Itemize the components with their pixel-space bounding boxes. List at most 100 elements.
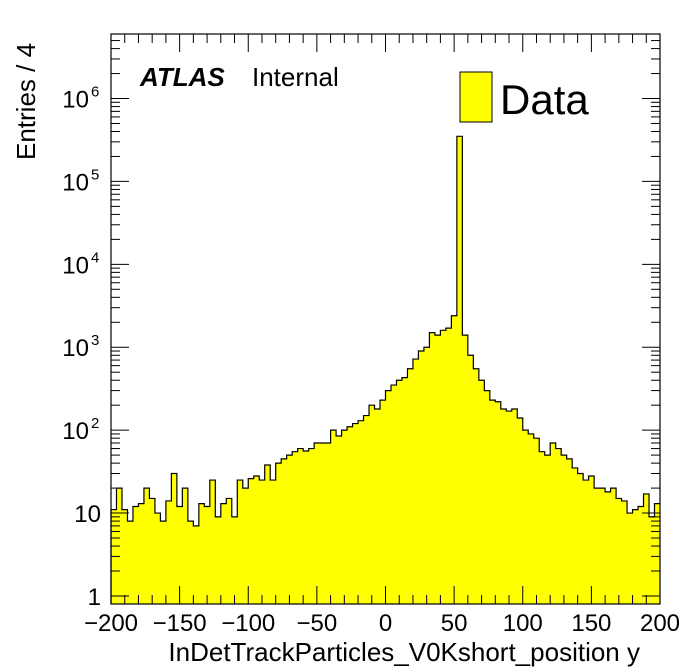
histogram-bin: [182, 488, 189, 604]
x-tick-label: 200: [640, 610, 680, 637]
histogram-bin: [121, 509, 128, 604]
histogram-bin: [517, 418, 524, 604]
histogram-bin: [500, 408, 507, 604]
histogram-bin: [248, 478, 255, 604]
histogram-bin: [407, 368, 414, 604]
y-tick-exponent: 5: [91, 166, 99, 183]
histogram-bin: [347, 426, 353, 604]
y-tick-label: 10: [74, 501, 101, 528]
histogram-bin: [171, 473, 178, 604]
x-tick-label: 150: [571, 610, 611, 637]
histogram-bin: [467, 355, 474, 604]
histogram-bin: [154, 513, 161, 604]
histogram-bin: [390, 385, 397, 604]
histogram-bin: [187, 521, 194, 604]
histogram-bin: [561, 455, 568, 604]
histogram-bin: [649, 516, 655, 604]
histogram-bin: [610, 488, 617, 604]
histogram-bin: [270, 480, 277, 604]
histogram-bin: [336, 436, 342, 604]
histogram-bin: [605, 491, 611, 604]
histogram-bin: [292, 451, 299, 604]
histogram-bin: [314, 442, 321, 604]
histogram-bin: [511, 408, 518, 604]
x-axis-ticks: −200 −150 −100 −50 0 50 100 150 200: [84, 34, 680, 637]
y-tick-label: 10: [62, 335, 89, 362]
histogram-bin: [555, 448, 562, 604]
histogram-bin: [193, 525, 200, 604]
histogram-bin: [165, 500, 172, 604]
status-label: Internal: [252, 62, 339, 92]
histogram-bin: [484, 390, 491, 604]
y-tick-label: 10: [62, 87, 89, 114]
histogram-bin: [616, 498, 622, 604]
histogram-bin: [456, 136, 463, 605]
histogram-bin: [160, 521, 167, 604]
histogram-bin: [259, 480, 266, 604]
histogram-bin: [352, 423, 359, 604]
histogram-bin: [127, 521, 134, 604]
histogram-bin: [231, 516, 238, 604]
histogram-bin: [396, 380, 403, 604]
histogram-bin: [572, 467, 579, 604]
histogram-bin: [303, 451, 310, 604]
histogram-bin: [281, 458, 288, 604]
histogram-bin: [643, 493, 650, 604]
y-tick-label: 1: [88, 584, 101, 611]
histogram-bin: [132, 506, 139, 604]
histogram-bin: [264, 464, 271, 604]
histogram-bin: [215, 516, 222, 604]
histogram-bin: [253, 475, 260, 604]
x-tick-label: −150: [153, 610, 207, 637]
histogram-bin: [176, 506, 183, 604]
histogram-bin: [588, 475, 595, 604]
x-tick-label: −200: [84, 610, 138, 637]
histogram-bin: [566, 458, 573, 604]
x-tick-label: −50: [297, 610, 338, 637]
y-tick-label: 10: [62, 418, 89, 445]
histogram-bin: [451, 315, 458, 604]
x-axis-title: InDetTrackParticles_V0Kshort_position y: [168, 637, 640, 667]
histogram-bin: [297, 448, 304, 604]
histogram-bin: [198, 503, 205, 604]
histogram-bin: [358, 420, 364, 604]
histogram-bin: [583, 480, 590, 604]
y-axis-title: Entries / 4: [11, 43, 41, 160]
histogram-bin: [138, 503, 145, 604]
y-tick-exponent: 6: [91, 84, 99, 101]
histogram-bin: [374, 408, 381, 604]
legend-label: Data: [500, 76, 589, 123]
histogram-bin: [319, 442, 326, 604]
histogram-bin: [204, 506, 211, 604]
histogram-bin: [286, 455, 293, 604]
x-tick-label: 50: [441, 610, 468, 637]
histogram-bin: [495, 401, 502, 604]
y-tick-label: 10: [62, 169, 89, 196]
histogram-outline: [110, 135, 660, 604]
y-tick-exponent: 2: [91, 415, 99, 432]
legend: Data: [459, 71, 589, 123]
histogram-bin: [341, 430, 348, 604]
histogram-bin: [149, 498, 156, 604]
histogram-bin: [599, 488, 606, 604]
histogram-bin: [385, 390, 392, 604]
histogram-bin: [506, 411, 513, 604]
histogram-bin: [429, 332, 436, 604]
histogram-bin: [380, 400, 386, 604]
histogram-bin: [544, 455, 551, 604]
histogram-bin: [522, 430, 529, 604]
histogram-bin: [423, 347, 430, 604]
histogram-bin: [242, 488, 249, 604]
histogram-bin: [638, 506, 644, 604]
histogram-bin: [445, 328, 452, 604]
histogram-bin: [226, 498, 233, 604]
x-tick-label: −100: [221, 610, 275, 637]
legend-swatch: [459, 71, 493, 123]
y-tick-label: 10: [62, 252, 89, 279]
histogram-bin: [478, 380, 485, 604]
histogram-bin: [363, 415, 370, 604]
histogram-bin: [577, 473, 584, 604]
histogram-bin: [330, 430, 337, 604]
x-tick-label: 100: [503, 610, 543, 637]
